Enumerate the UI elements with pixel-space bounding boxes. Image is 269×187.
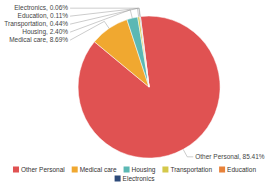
pie-slice [127,17,149,87]
legend-item: Transportation [162,166,212,174]
data-label: Medical care, 8.69% [9,36,68,43]
legend-swatch [115,176,121,182]
data-label: Housing, 2.40% [22,28,68,36]
pie-slice [138,17,149,87]
leader-line [70,10,132,32]
legend-item: Other Personal [13,166,65,173]
leader-line [70,21,109,40]
legend-item: Medical care [72,166,117,173]
chart: Other Personal Medical care Housing Transpo… [0,0,269,187]
legend-swatch [219,167,225,173]
legend-swatch [13,167,19,173]
data-label: Education, 0.11% [18,12,69,19]
legend-swatch [162,167,168,173]
legend: Other Personal Medical care Housing Transpo… [13,166,256,182]
legend-label: Transportation [170,166,212,174]
chart-container: Other Personal Medical care Housing Transpo… [0,0,269,187]
legend-label: Other Personal [21,166,65,173]
leader-line [70,8,139,24]
leader-line [70,8,140,16]
data-label: Electronics, 0.06% [14,4,68,11]
pie-slice [140,17,149,87]
legend-label: Education [227,166,256,173]
legend-item: Education [219,166,256,173]
data-label: Other Personal, 85.41% [195,153,265,160]
legend-label: Medical care [80,166,117,173]
legend-label: Housing [132,166,156,174]
legend-swatch [72,167,78,173]
pie-slice [78,16,220,158]
legend-item: Electronics [115,175,156,182]
leader-lines [70,8,193,157]
leader-line [70,8,140,16]
data-labels: Other Personal, 85.41% Medical care, 8.69… [4,4,264,160]
legend-label: Electronics [123,175,156,182]
legend-swatch [124,167,130,173]
data-label: Transportation, 0.44% [4,20,68,28]
legend-item: Housing [124,166,156,174]
pie [78,16,220,158]
leader-line [183,149,193,156]
pie-slice [140,17,149,87]
